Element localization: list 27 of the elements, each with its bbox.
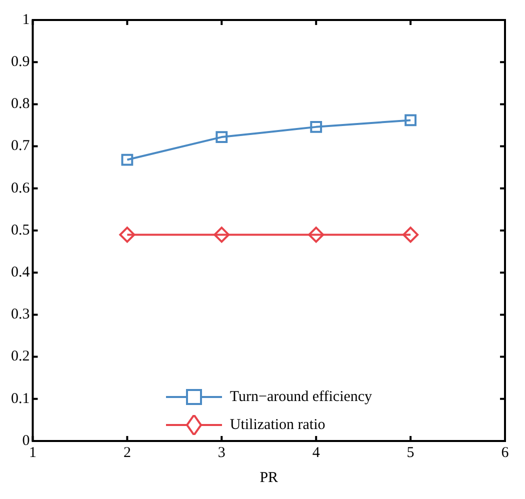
point	[119, 226, 136, 243]
y-tick-label: 0.9	[11, 54, 30, 70]
y-tick-label: 0.2	[11, 348, 30, 365]
x-tick-label: 3	[218, 444, 226, 461]
y-tick-label: 0	[22, 432, 30, 449]
y-tick-label: 0.1	[11, 390, 30, 407]
x-tick-label: 4	[312, 444, 320, 461]
y-tick-label: 0.5	[11, 222, 30, 238]
point	[216, 131, 228, 143]
legend-label: Turn−around efficiency	[230, 388, 372, 406]
y-tick-label: 1	[22, 12, 30, 28]
x-tick-label: 2	[123, 444, 131, 461]
y-tick-label: 0.6	[11, 180, 30, 196]
x-tick-label: 6	[501, 444, 510, 461]
point	[121, 154, 134, 166]
point	[214, 226, 230, 243]
point	[308, 226, 324, 243]
x-axis-title: PR	[260, 470, 278, 486]
y-tick-label: 0.3	[11, 306, 30, 323]
y-tick-label: 0.7	[11, 138, 30, 154]
point	[404, 114, 416, 126]
x-tick-label: 5	[406, 444, 414, 461]
y-tick-label: 0.8	[11, 96, 30, 112]
legend-label: Utilization ratio	[230, 416, 326, 434]
y-tick-label: 0.4	[11, 264, 30, 281]
point	[402, 226, 419, 243]
point	[310, 120, 322, 133]
